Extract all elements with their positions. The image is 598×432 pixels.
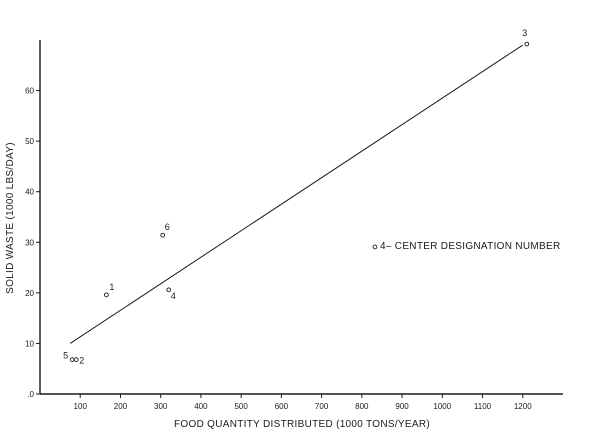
x-tick-label: 1100 <box>474 402 492 411</box>
x-tick-label: 100 <box>74 402 88 411</box>
x-tick-label: 400 <box>194 402 208 411</box>
x-ticks: 100 200 300 400 500 600 700 800 900 1000 1100 1200 <box>74 394 532 411</box>
x-tick-label: 200 <box>114 402 128 411</box>
data-point-2 <box>73 357 79 362</box>
point-label-5: 5 <box>63 351 68 361</box>
data-points: 1 2 3 4 5 6 <box>63 28 530 366</box>
x-tick-label: 1200 <box>514 402 532 411</box>
point-label-1: 1 <box>109 282 114 292</box>
y-tick-label: 40 <box>25 188 34 197</box>
point-label-2: 2 <box>79 356 84 366</box>
x-tick-label: 300 <box>154 402 168 411</box>
legend-marker <box>372 244 378 250</box>
y-tick-label: 20 <box>25 289 34 298</box>
data-point-3 <box>524 41 530 47</box>
data-point-4 <box>166 287 172 293</box>
y-axis-title: SOLID WASTE (1000 LBS/DAY) <box>5 142 16 294</box>
y-tick-label: 30 <box>25 238 34 247</box>
x-axis-title: FOOD QUANTITY DISTRIBUTED (1000 TONS/YEA… <box>174 419 430 430</box>
x-tick-label: 900 <box>395 402 409 411</box>
point-label-3: 3 <box>522 28 527 38</box>
y-tick-label: 10 <box>25 339 34 348</box>
trend-line <box>69 44 524 344</box>
x-tick-label: 700 <box>315 402 329 411</box>
x-tick-label: 1000 <box>433 402 451 411</box>
y-tick-label: 50 <box>25 137 34 146</box>
x-tick-label: 600 <box>275 402 289 411</box>
y-tick-label: 60 <box>25 87 34 96</box>
point-label-4: 4 <box>171 291 176 301</box>
point-label-6: 6 <box>165 222 170 232</box>
y-ticks: .0 10 20 30 40 50 60 <box>25 87 40 399</box>
data-point-1 <box>104 292 109 298</box>
y-tick-label: .0 <box>27 390 34 399</box>
x-tick-label: 800 <box>355 402 369 411</box>
legend: 4– CENTER DESIGNATION NUMBER <box>372 241 560 252</box>
data-point-5 <box>69 357 75 362</box>
axes <box>39 40 563 395</box>
x-tick-label: 500 <box>234 402 248 411</box>
data-point-6 <box>160 232 166 238</box>
legend-text: 4– CENTER DESIGNATION NUMBER <box>380 241 560 252</box>
